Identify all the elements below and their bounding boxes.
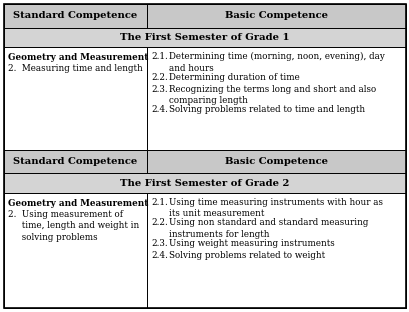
- Text: 2.4.: 2.4.: [151, 105, 168, 114]
- Bar: [146, 47, 405, 150]
- Text: 2.  Measuring time and length: 2. Measuring time and length: [8, 64, 142, 73]
- Bar: [146, 193, 405, 308]
- Text: Standard Competence: Standard Competence: [13, 11, 137, 20]
- Text: The First Semester of Grade 1: The First Semester of Grade 1: [120, 33, 289, 42]
- Bar: [4, 150, 146, 173]
- Bar: [4, 173, 405, 193]
- Text: 2.4.: 2.4.: [151, 251, 168, 260]
- Bar: [4, 4, 146, 28]
- Text: 2.1.: 2.1.: [151, 52, 168, 61]
- Text: Geometry and Measurement: Geometry and Measurement: [8, 53, 148, 62]
- Text: Standard Competence: Standard Competence: [13, 157, 137, 166]
- Text: 2.2.: 2.2.: [151, 218, 168, 227]
- Text: Basic Competence: Basic Competence: [224, 157, 327, 166]
- Text: 2.2.: 2.2.: [151, 73, 168, 82]
- Text: Recognizing the terms long and short and also
comparing length: Recognizing the terms long and short and…: [168, 85, 375, 105]
- Text: Determining duration of time: Determining duration of time: [168, 73, 299, 82]
- Bar: [4, 28, 405, 47]
- Bar: [146, 150, 405, 173]
- Text: Using time measuring instruments with hour as
its unit measurement: Using time measuring instruments with ho…: [168, 198, 382, 218]
- Text: Using weight measuring instruments: Using weight measuring instruments: [168, 239, 334, 248]
- Text: 2.3.: 2.3.: [151, 239, 168, 248]
- Text: Solving problems related to weight: Solving problems related to weight: [168, 251, 324, 260]
- Bar: [146, 4, 405, 28]
- Text: Using non standard and standard measuring
instruments for length: Using non standard and standard measurin…: [168, 218, 367, 239]
- Text: The First Semester of Grade 2: The First Semester of Grade 2: [120, 179, 289, 188]
- Text: Determining time (morning, noon, evening), day
and hours: Determining time (morning, noon, evening…: [168, 52, 384, 73]
- Text: Basic Competence: Basic Competence: [224, 11, 327, 20]
- Text: 2.  Using measurement of
     time, length and weight in
     solving problems: 2. Using measurement of time, length and…: [8, 210, 139, 242]
- Bar: [4, 193, 146, 308]
- Text: 2.1.: 2.1.: [151, 198, 168, 207]
- Text: 2.3.: 2.3.: [151, 85, 168, 94]
- Bar: [4, 47, 146, 150]
- Text: Solving problems related to time and length: Solving problems related to time and len…: [168, 105, 364, 114]
- Text: Geometry and Measurement: Geometry and Measurement: [8, 199, 148, 208]
